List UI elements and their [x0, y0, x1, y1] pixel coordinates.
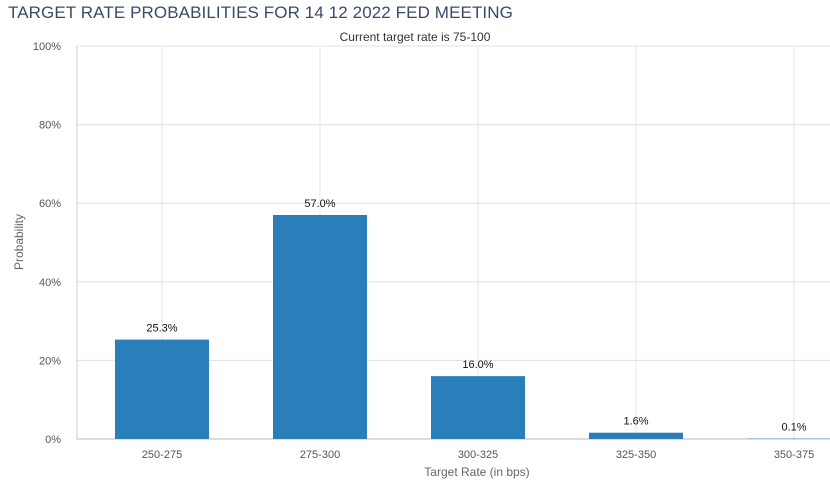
- y-tick-label: 80%: [39, 120, 61, 132]
- x-tick-label: 275-300: [300, 449, 340, 461]
- bar: [115, 339, 209, 439]
- x-axis-title: Target Rate (in bps): [424, 465, 529, 479]
- y-tick-labels: 0% 20% 40% 60% 80% 100%: [33, 41, 61, 446]
- chart-title: TARGET RATE PROBABILITIES FOR 14 12 2022…: [8, 3, 513, 22]
- chart-subtitle: Current target rate is 75-100: [339, 30, 491, 44]
- x-tick-label: 325-350: [616, 449, 656, 461]
- data-label: 16.0%: [462, 359, 493, 371]
- y-tick-label: 40%: [39, 277, 61, 289]
- x-tick-label: 250-275: [142, 449, 182, 461]
- x-tick-labels: 250-275 275-300 300-325 325-350 350-375: [142, 449, 814, 461]
- bar: [431, 376, 525, 439]
- y-tick-label: 0%: [45, 434, 61, 446]
- bar: [273, 214, 367, 439]
- bar: [589, 432, 683, 439]
- data-labels: 25.3% 57.0% 16.0% 1.6% 0.1%: [146, 198, 806, 434]
- x-tick-label: 350-375: [774, 449, 814, 461]
- y-tick-label: 100%: [33, 41, 61, 53]
- y-tick-label: 20%: [39, 355, 61, 367]
- data-label: 0.1%: [781, 422, 806, 434]
- data-label: 1.6%: [623, 416, 648, 428]
- data-label: 57.0%: [304, 198, 335, 210]
- y-axis-title: Probability: [12, 214, 26, 270]
- data-label: 25.3%: [146, 323, 177, 335]
- y-tick-label: 60%: [39, 198, 61, 210]
- bars: [115, 214, 830, 439]
- x-tick-label: 300-325: [458, 449, 498, 461]
